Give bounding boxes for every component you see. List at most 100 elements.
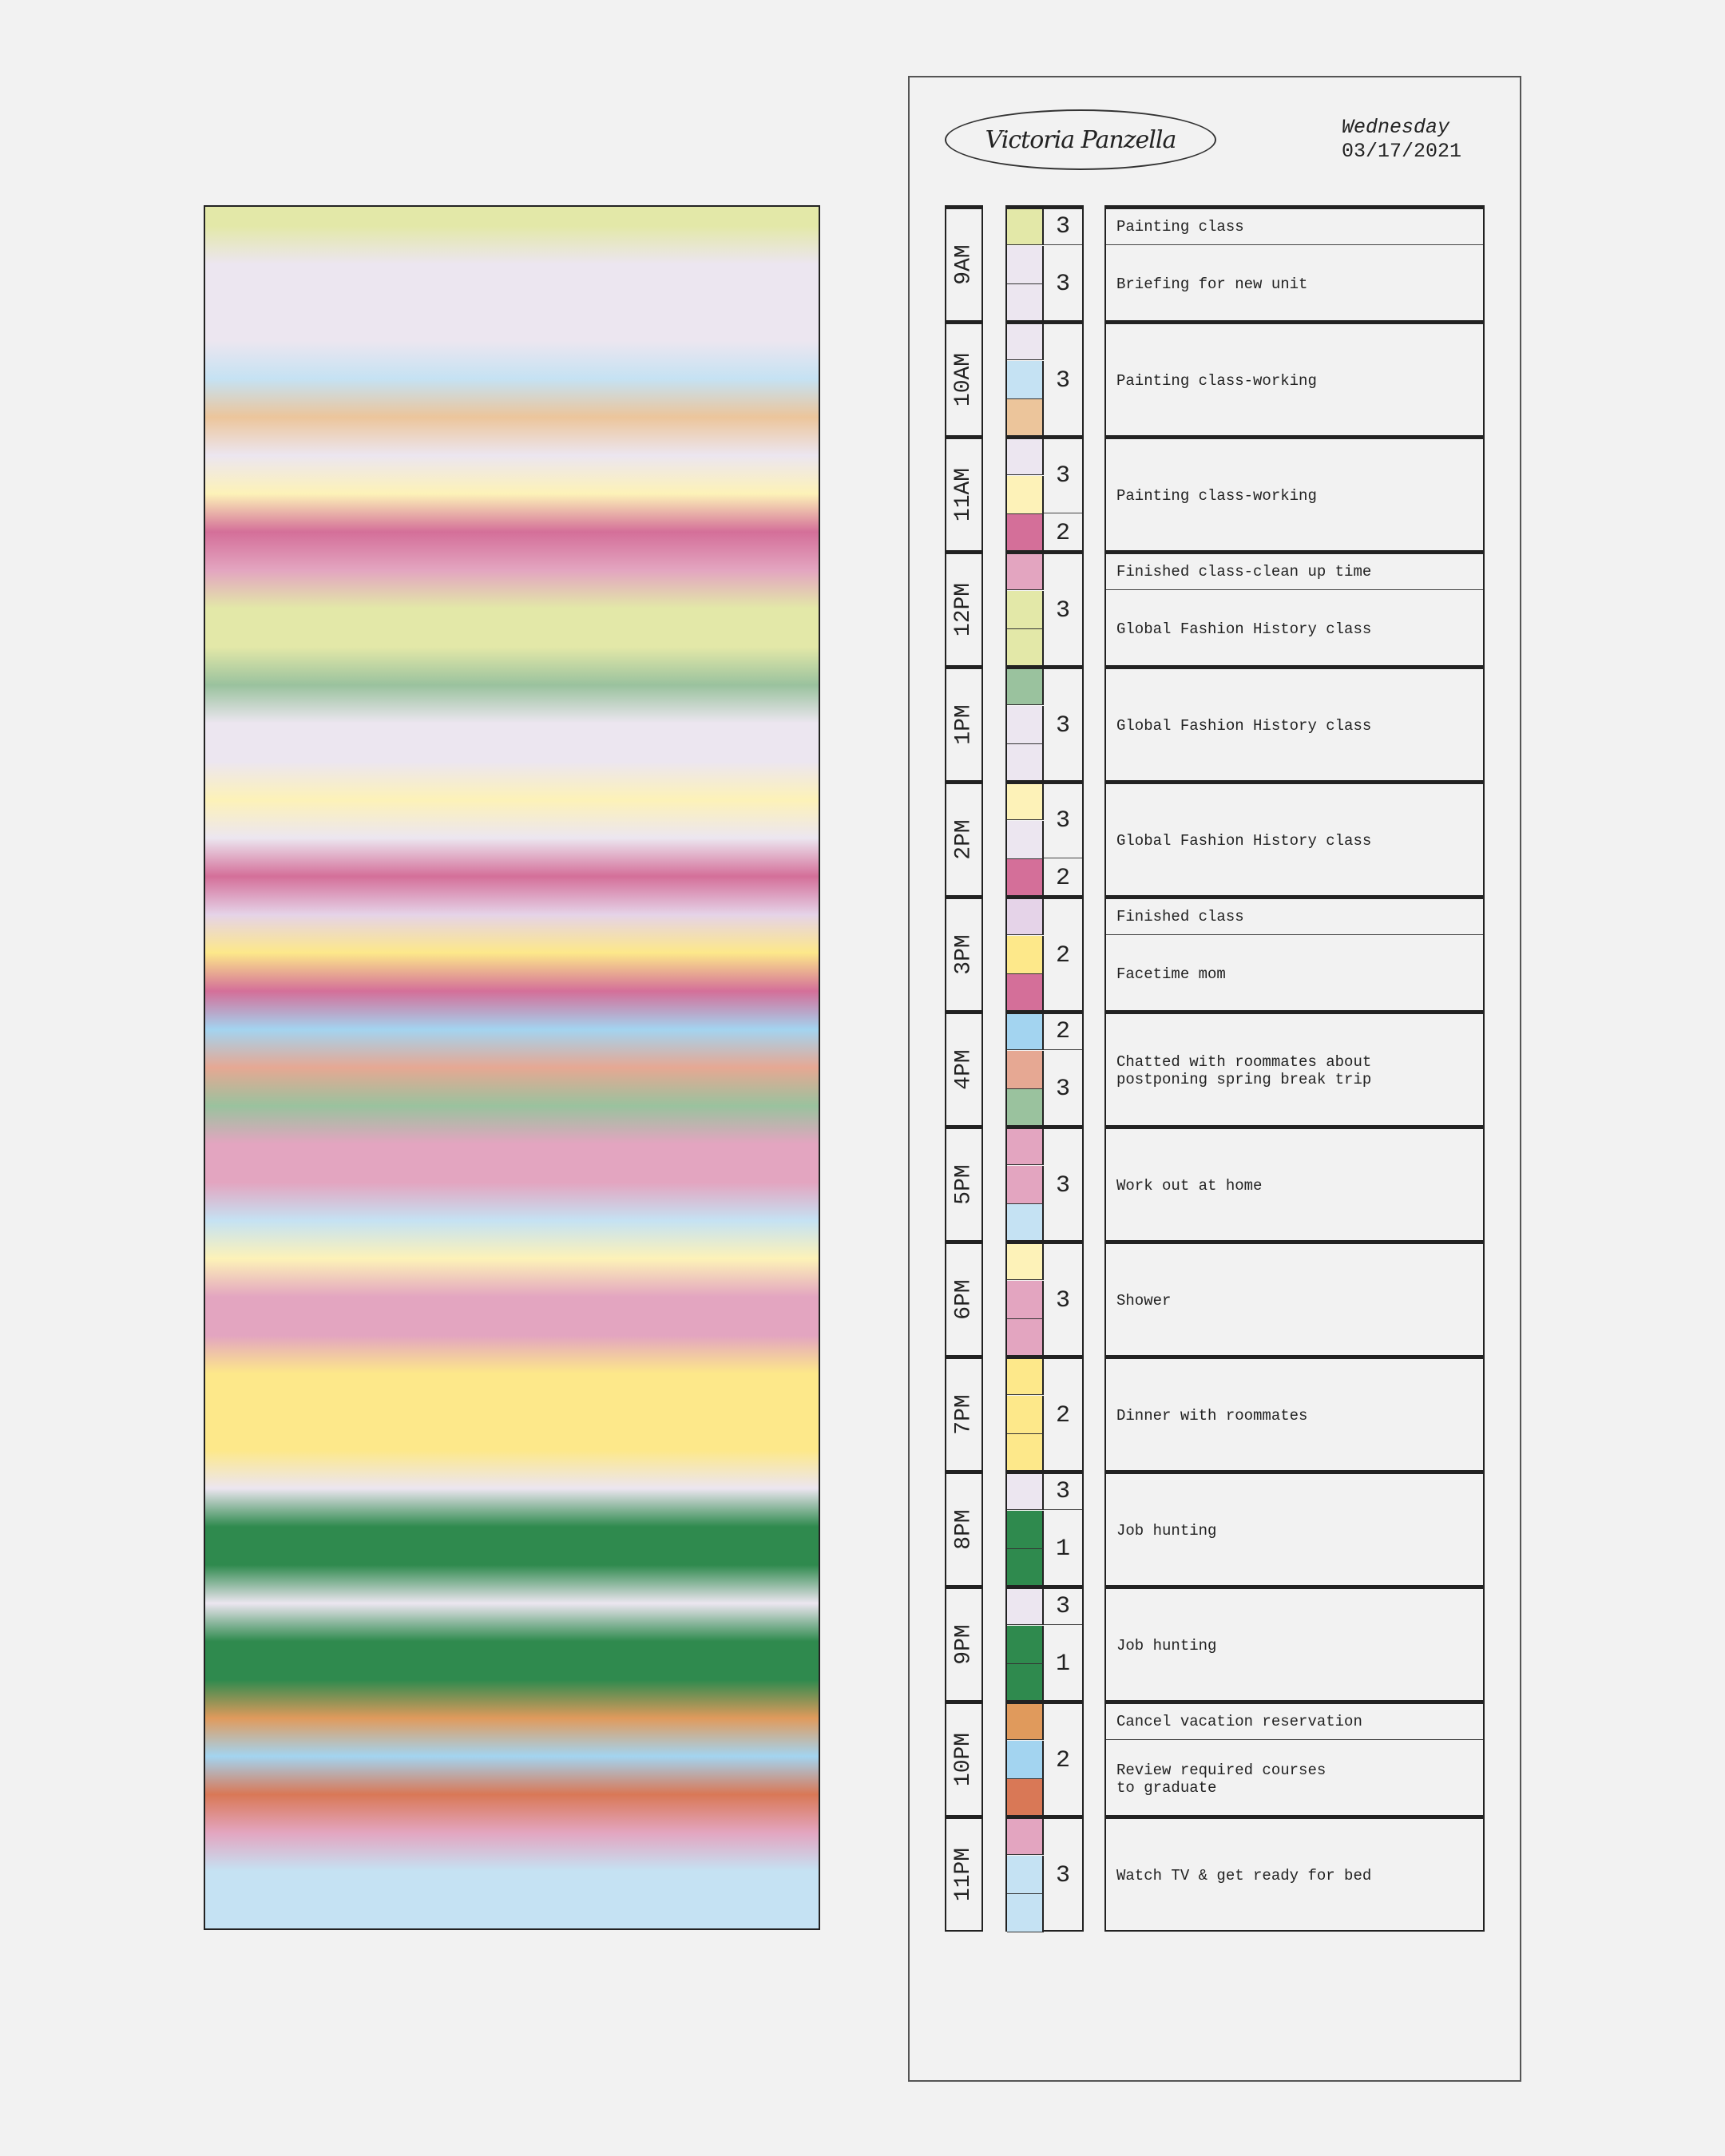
rating-value: 3	[1055, 1286, 1070, 1314]
color-swatch	[1007, 1894, 1044, 1932]
time-label: 9AM	[951, 244, 977, 285]
color-swatch	[1007, 324, 1044, 360]
time-cell: 9AM	[945, 205, 983, 322]
time-label: 4PM	[951, 1049, 977, 1090]
schedule-card	[908, 76, 1521, 2082]
activity-text: Watch TV & get ready for bed	[1116, 1866, 1372, 1885]
activity-text: Work out at home	[1116, 1176, 1263, 1195]
color-swatch	[1007, 706, 1044, 744]
rating-value: 2	[1055, 865, 1070, 892]
activity-block	[1104, 1815, 1485, 1932]
color-swatch	[1007, 1549, 1044, 1587]
date: 03/17/2021	[1342, 140, 1462, 163]
color-swatch	[1007, 1474, 1044, 1510]
color-swatch	[1007, 1319, 1044, 1357]
activity-text: Global Fashion History class	[1116, 831, 1372, 850]
activity-text: Cancel vacation reservation	[1106, 1704, 1483, 1740]
time-cell: 10AM	[945, 320, 983, 437]
color-swatch	[1007, 1511, 1044, 1549]
activity-text: Shower	[1116, 1291, 1172, 1310]
time-label: 9PM	[951, 1624, 977, 1665]
color-swatch	[1007, 1281, 1044, 1319]
weekday: Wednesday	[1342, 116, 1450, 139]
color-swatch	[1007, 1741, 1044, 1779]
rating-value: 3	[1044, 784, 1082, 858]
rating-value: 2	[1044, 1014, 1082, 1050]
color-swatch	[1007, 1396, 1044, 1434]
rating-value: 3	[1044, 1474, 1082, 1510]
color-swatch	[1007, 821, 1044, 859]
rating-block	[1005, 1815, 1084, 1932]
time-cell: 6PM	[945, 1240, 983, 1357]
color-swatch	[1007, 1664, 1044, 1702]
color-swatch	[1007, 476, 1044, 514]
activity-text: Finished class-clean up time	[1106, 554, 1483, 590]
person-name: Victoria Panzella	[945, 109, 1216, 170]
rating-value: 3	[1055, 1861, 1070, 1889]
rating-value: 2	[1055, 941, 1070, 969]
person-name-text: Victoria Panzella	[985, 125, 1177, 154]
color-swatch	[1007, 399, 1044, 438]
color-swatch	[1007, 514, 1044, 553]
time-cell: 12PM	[945, 550, 983, 667]
color-swatch	[1007, 744, 1044, 783]
activity-text: Painting class-working	[1116, 486, 1317, 505]
color-swatch	[1007, 554, 1044, 590]
time-cell: 3PM	[945, 895, 983, 1012]
color-swatch	[1007, 1704, 1044, 1740]
time-cell: 10PM	[945, 1700, 983, 1817]
rating-value: 2	[1055, 1401, 1070, 1429]
time-cell: 7PM	[945, 1355, 983, 1472]
time-label: 1PM	[951, 704, 977, 745]
activity-text: Finished class	[1106, 899, 1483, 935]
color-swatch	[1007, 974, 1044, 1013]
date-block: Wednesday 03/17/2021	[1342, 116, 1461, 164]
time-label: 11AM	[951, 467, 977, 522]
color-swatch	[1007, 1166, 1044, 1204]
rating-value: 1	[1055, 1651, 1070, 1678]
color-swatch	[1007, 859, 1044, 898]
activity-text: Painting class-working	[1116, 371, 1317, 390]
activity-text: Chatted with roommates about postponing …	[1116, 1052, 1372, 1088]
color-swatch	[1007, 1051, 1044, 1089]
time-label: 10PM	[951, 1732, 977, 1787]
rating-value: 2	[1055, 1746, 1070, 1774]
color-swatch	[1007, 246, 1044, 284]
color-swatch	[1007, 1626, 1044, 1664]
time-label: 10AM	[951, 352, 977, 407]
color-swatch	[1007, 899, 1044, 935]
color-swatch	[1007, 1589, 1044, 1625]
color-swatch	[1007, 1244, 1044, 1280]
time-label: 11PM	[951, 1847, 977, 1902]
rating-value: 1	[1055, 1536, 1070, 1563]
activity-text: Job hunting	[1116, 1636, 1217, 1655]
color-swatch	[1007, 1434, 1044, 1472]
time-cell: 9PM	[945, 1585, 983, 1702]
time-cell: 1PM	[945, 665, 983, 782]
time-cell: 11PM	[945, 1815, 983, 1932]
rating-value: 3	[1044, 1589, 1082, 1625]
time-cell: 4PM	[945, 1010, 983, 1127]
color-swatch	[1007, 1819, 1044, 1855]
rating-value: 3	[1055, 711, 1070, 739]
color-swatch	[1007, 936, 1044, 974]
time-cell: 8PM	[945, 1470, 983, 1587]
color-swatch	[1007, 1359, 1044, 1395]
color-swatch	[1007, 591, 1044, 629]
time-label: 3PM	[951, 934, 977, 975]
color-swatch	[1007, 1204, 1044, 1242]
time-label: 12PM	[951, 582, 977, 637]
color-swatch	[1007, 1129, 1044, 1165]
rating-value: 3	[1055, 367, 1070, 394]
color-swatch	[1007, 361, 1044, 399]
color-swatch	[1007, 784, 1044, 820]
time-label: 6PM	[951, 1279, 977, 1320]
color-swatch	[1007, 1856, 1044, 1894]
rating-value: 3	[1044, 439, 1082, 513]
time-label: 7PM	[951, 1394, 977, 1435]
rating-value: 2	[1055, 520, 1070, 547]
time-cell: 2PM	[945, 780, 983, 897]
rating-value: 3	[1044, 209, 1082, 245]
rating-value: 3	[1055, 271, 1070, 298]
time-label: 2PM	[951, 819, 977, 860]
